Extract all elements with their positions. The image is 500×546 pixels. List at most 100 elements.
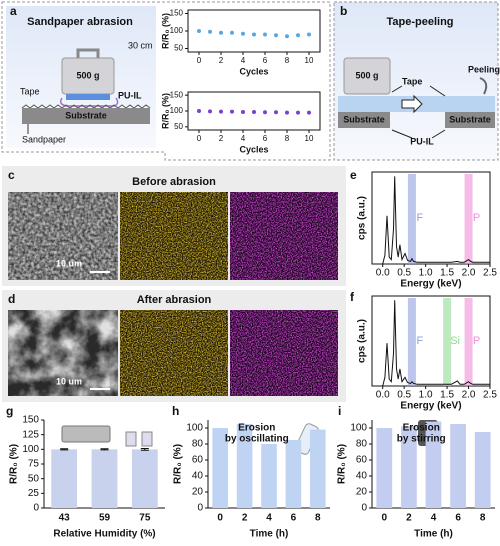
y-tick-label: 50 [174,122,183,131]
eds-map [230,310,338,396]
band-label: Si [450,335,460,347]
x-tick-label: 0.0 [376,390,390,401]
bar [131,449,158,508]
error-bar [100,448,109,451]
axis-frame [187,9,321,53]
y-tick-label: 100 [170,106,184,115]
y-axis-label: R/R₀ (%) [160,13,170,49]
y-tick-label: 80 [192,439,204,450]
point [285,34,289,39]
panel-title: Sandpaper abrasion [27,16,133,28]
point [241,31,245,36]
panel-letter: d [8,292,15,306]
inset-vial [141,431,153,447]
x-tick-label: 1.0 [419,390,433,401]
label: PU-IL [410,136,434,146]
x-tick-label: 1.5 [440,268,454,279]
y-tick-label: 40 [192,471,204,482]
y-tick-label: 100 [186,423,203,434]
panel-letter: h [172,404,179,418]
x-tick-label: 2.0 [462,268,476,279]
panel-title: Tape-peeling [386,16,453,28]
point [296,110,300,115]
bar [91,449,118,508]
x-tick-label: 0 [382,513,388,524]
annotation: Erosion [403,423,440,434]
y-tick-label: 0 [361,503,367,514]
x-tick-label: 75 [139,513,151,524]
x-tick-label: 2.5 [483,390,497,401]
panel-letter: b [340,4,347,18]
bar [51,449,78,508]
y-tick-label: 20 [192,487,204,498]
point [230,30,234,35]
eds-map [120,310,228,396]
film [66,94,110,100]
sem-image [8,310,118,396]
bar [474,432,491,508]
point [219,109,223,114]
panel-letter: f [350,290,355,304]
x-tick-label: 4 [241,134,246,143]
point [252,109,256,114]
y-tick-label: 100 [170,26,184,35]
spectrum [382,300,490,387]
tape [59,97,119,107]
y-axis-label: R/R₀ (%) [160,93,170,129]
x-tick-label: 6 [291,513,297,524]
y-tick-label: 60 [192,455,204,466]
pointer [391,85,403,93]
y-tick-label: 20 [356,487,368,498]
panel-letter: a [10,4,17,18]
y-axis-label: R/R₀ (%) [337,444,348,484]
point [197,109,201,113]
label: Tape [402,76,422,86]
bar [401,426,417,508]
annotation: Erosion [238,423,275,434]
inset-vial [125,431,137,447]
substrate [22,108,150,124]
x-axis-label: Time (h) [250,529,289,540]
label: Substrate [449,114,491,124]
error-bar [60,448,69,451]
substrate [338,112,390,128]
annotation: by oscillating [225,434,289,445]
y-tick-label: 40 [356,471,368,482]
y-tick-label: 150 [170,9,184,18]
y-tick-label: 0 [33,503,39,514]
panel-letter: i [338,404,341,418]
x-tick-label: 0.5 [397,268,411,279]
panel-title: After abrasion [137,294,212,306]
bar [376,428,393,508]
element-band [464,298,473,386]
x-axis-label: Relative Humidity (%) [53,529,155,540]
y-tick-label: 25 [28,488,40,499]
band-label: P [473,335,480,347]
x-tick-label: 8 [315,513,321,524]
panel-letter: g [6,404,13,418]
weight [343,57,391,95]
x-tick-label: 2.5 [483,268,497,279]
point [285,110,289,115]
x-tick-label: 0.0 [376,268,390,279]
label: Substrate [343,114,385,124]
band-label: P [473,212,480,224]
pointer [429,85,446,97]
element-band [464,174,473,264]
x-tick-label: 8 [480,513,486,524]
y-tick-label: 100 [22,444,39,455]
substrate [445,112,495,128]
x-tick-label: 6 [263,134,268,143]
point [263,110,267,115]
x-tick-label: 4 [241,56,246,65]
band-label: F [417,335,424,347]
label: Tape [20,86,40,96]
label: 500 g [355,70,378,80]
label: PU-IL [118,90,142,100]
x-tick-label: 0 [197,56,202,65]
pointer [431,129,446,139]
element-band [407,298,416,386]
element-band [407,174,416,264]
point [263,32,267,37]
